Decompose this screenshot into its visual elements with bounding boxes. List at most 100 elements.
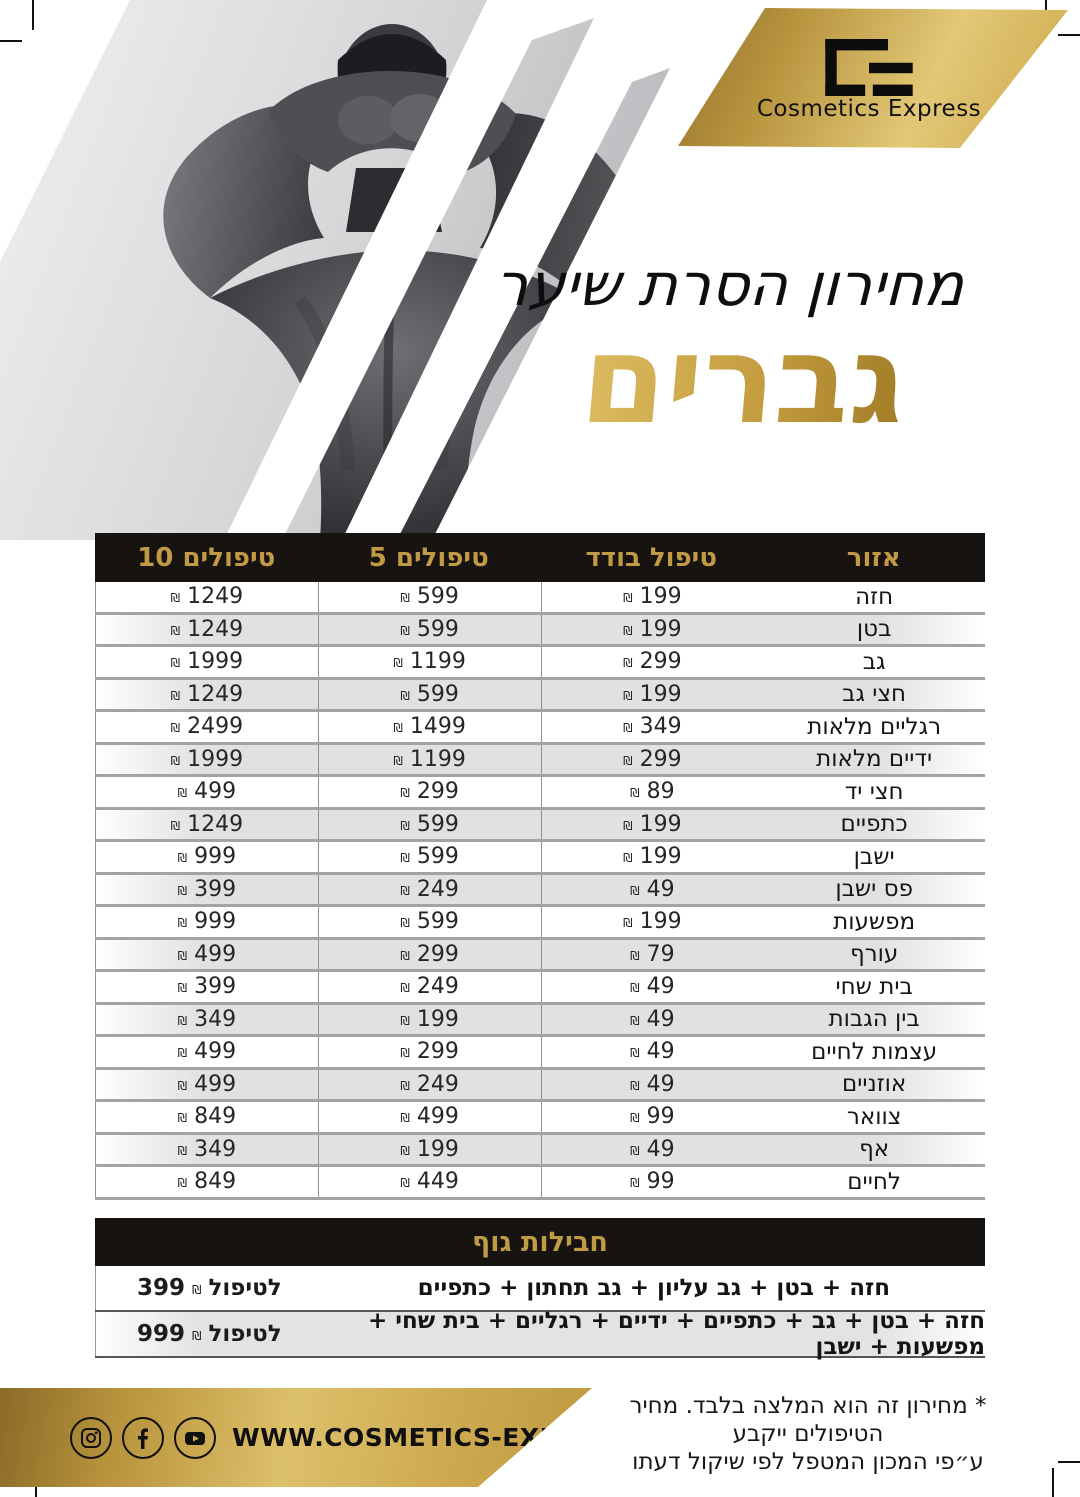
price-value: 49 [646, 1136, 675, 1162]
table-row: חצי יד ₪ 89 ₪ 299 ₪ 499 [95, 777, 985, 810]
shekel-symbol: ₪ [623, 656, 633, 671]
table-row: אוזניים ₪ 49 ₪ 249 ₪ 499 [95, 1069, 985, 1102]
price-value: 399 [194, 876, 237, 902]
table-row: עצמות לחיים ₪ 49 ₪ 299 ₪ 499 [95, 1037, 985, 1070]
price-value: 399 [194, 974, 237, 1000]
table-row: רגליים מלאות ₪ 349 ₪ 1499 ₪ 2499 [95, 712, 985, 745]
shekel-symbol: ₪ [400, 948, 410, 963]
shekel-symbol: ₪ [400, 818, 410, 833]
shekel-symbol: ₪ [170, 818, 181, 833]
table-row: צוואר ₪ 99 ₪ 499 ₪ 849 [95, 1102, 985, 1135]
price-value: 449 [416, 1169, 459, 1195]
price-value: 299 [416, 1039, 459, 1065]
price-value: 499 [194, 941, 237, 967]
area-label: לחיים [847, 1168, 901, 1195]
area-label: ידיים מלאות [816, 746, 933, 773]
youtube-icon[interactable] [174, 1416, 216, 1459]
price-five: ₪ 599 [317, 582, 541, 612]
shekel-symbol: ₪ [623, 851, 633, 866]
price-value: 299 [639, 649, 682, 675]
facebook-icon[interactable] [122, 1416, 164, 1459]
shekel-symbol: ₪ [393, 656, 403, 671]
crop-mark [32, 0, 34, 30]
area-label: אף [859, 1136, 890, 1163]
price-value: 99 [646, 1104, 675, 1130]
price-value: 199 [416, 1006, 459, 1032]
table-row: גב ₪ 299 ₪ 1199 ₪ 1999 [95, 647, 985, 680]
crop-mark [1052, 1468, 1054, 1497]
area-label: בטן [856, 616, 892, 643]
instagram-icon[interactable] [70, 1416, 112, 1459]
shekel-symbol: ₪ [400, 981, 410, 996]
price-ten: ₪ 1999 [95, 647, 318, 677]
shekel-symbol: ₪ [177, 948, 188, 963]
price-single: ₪ 299 [540, 744, 764, 774]
price-value: 1499 [409, 714, 466, 740]
price-single: ₪ 199 [540, 842, 764, 872]
shekel-symbol: ₪ [192, 1282, 202, 1297]
area-label: צוואר [846, 1103, 902, 1130]
area-label: חזה [855, 583, 894, 610]
shekel-symbol: ₪ [623, 818, 633, 833]
table-row: חצי גב ₪ 199 ₪ 599 ₪ 1249 [95, 679, 985, 712]
price-five: ₪ 599 [317, 679, 541, 709]
package-description: חזה + בטן + גב עליון + גב תחתון + כתפיים [417, 1275, 891, 1301]
price-value: 599 [416, 909, 459, 935]
price-single: ₪ 199 [540, 907, 764, 937]
price-value: 199 [639, 584, 682, 610]
price-five: ₪ 599 [317, 907, 541, 937]
shekel-symbol: ₪ [177, 1013, 188, 1028]
price-five: ₪ 449 [317, 1167, 541, 1197]
price-single: ₪ 49 [540, 1134, 764, 1164]
price-value: 999 [194, 909, 237, 935]
price-ten: ₪ 349 [95, 1134, 318, 1164]
price-value: 599 [416, 844, 459, 870]
area-label: ישבן [853, 843, 895, 870]
shekel-symbol: ₪ [170, 623, 181, 638]
shekel-symbol: ₪ [400, 591, 410, 606]
price-ten: ₪ 499 [95, 1037, 318, 1067]
price-value: 1199 [409, 649, 466, 675]
price-ten: ₪ 399 [95, 874, 318, 904]
price-ten: ₪ 849 [95, 1102, 318, 1132]
ce-monogram-icon [825, 38, 913, 96]
price-five: ₪ 599 [317, 842, 541, 872]
package-price: 999 ₪ לטיפול [95, 1312, 323, 1356]
table-row: עורף ₪ 79 ₪ 299 ₪ 499 [95, 939, 985, 972]
price-single: ₪ 99 [540, 1102, 764, 1132]
shekel-symbol: ₪ [177, 1046, 188, 1061]
shekel-symbol: ₪ [393, 753, 403, 768]
price-ten: ₪ 1249 [95, 809, 318, 839]
price-single: ₪ 49 [540, 1037, 764, 1067]
logo-panel: Cosmetics Express [670, 0, 1080, 160]
shekel-symbol: ₪ [400, 1078, 410, 1093]
price-single: ₪ 199 [540, 582, 764, 612]
shekel-symbol: ₪ [630, 883, 640, 898]
shekel-symbol: ₪ [400, 1013, 410, 1028]
price-value: 1249 [187, 811, 244, 837]
footer-banner: WWW.COSMETICS-EXPRESS.CO.IL [0, 1388, 592, 1487]
price-value: 299 [639, 746, 682, 772]
price-value: 499 [416, 1104, 459, 1130]
shekel-symbol: ₪ [400, 851, 410, 866]
table-row: בין הגבות ₪ 49 ₪ 199 ₪ 349 [95, 1004, 985, 1037]
price-five: ₪ 249 [317, 874, 541, 904]
shekel-symbol: ₪ [630, 1111, 640, 1126]
price-five: ₪ 1199 [317, 744, 541, 774]
price-value: 1249 [187, 616, 244, 642]
table-row: אף ₪ 49 ₪ 199 ₪ 349 [95, 1134, 985, 1167]
price-value: 199 [639, 844, 682, 870]
brand-name: Cosmetics Express [756, 95, 982, 122]
shekel-symbol: ₪ [177, 1111, 188, 1126]
table-row: חזה ₪ 199 ₪ 599 ₪ 1249 [95, 582, 985, 615]
price-value: 1249 [187, 584, 244, 610]
price-value: 999 [194, 844, 237, 870]
packages-section: חבילות גוף חזה + בטן + גב עליון + גב תחת… [95, 1218, 985, 1360]
shekel-symbol: ₪ [393, 721, 403, 736]
packages-header: חבילות גוף [95, 1218, 985, 1266]
shekel-symbol: ₪ [177, 1176, 188, 1191]
table-row: ידיים מלאות ₪ 299 ₪ 1199 ₪ 1999 [95, 744, 985, 777]
shekel-symbol: ₪ [623, 721, 633, 736]
price-value: 999 [137, 1321, 186, 1347]
price-five: ₪ 299 [317, 939, 541, 969]
